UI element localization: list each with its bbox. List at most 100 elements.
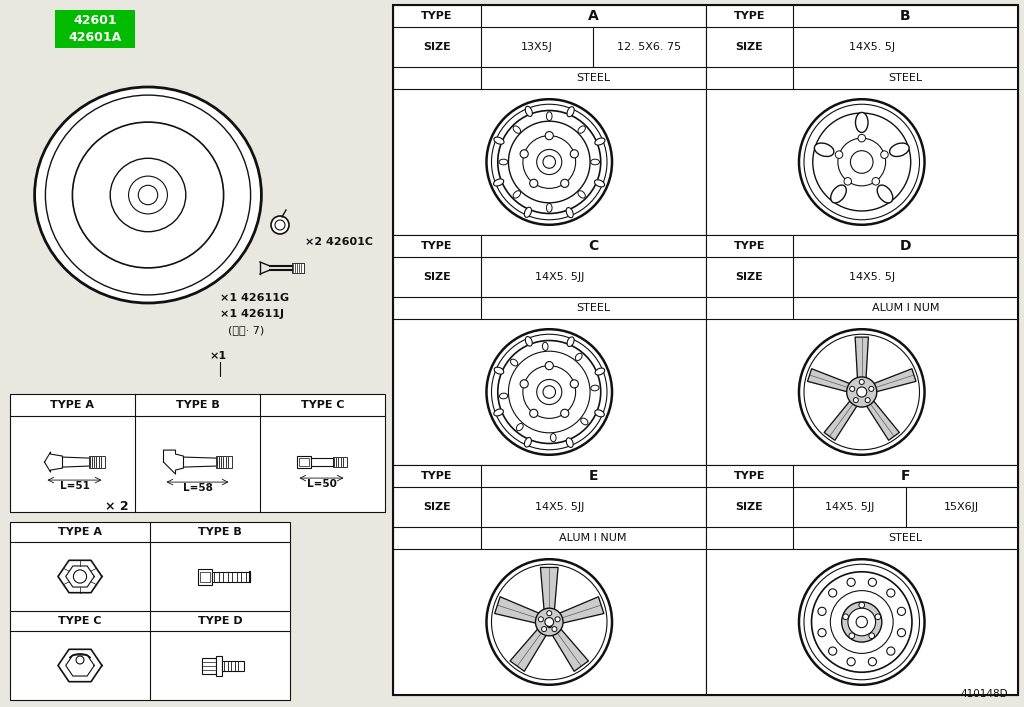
Text: ×1 42611J: ×1 42611J bbox=[220, 309, 284, 319]
Circle shape bbox=[865, 397, 870, 403]
Ellipse shape bbox=[878, 185, 893, 203]
Text: TYPE: TYPE bbox=[421, 241, 453, 251]
Ellipse shape bbox=[524, 207, 531, 217]
Circle shape bbox=[799, 329, 925, 455]
Text: L=50: L=50 bbox=[306, 479, 337, 489]
Circle shape bbox=[849, 633, 855, 638]
Text: SIZE: SIZE bbox=[423, 502, 451, 512]
Circle shape bbox=[74, 570, 87, 583]
Ellipse shape bbox=[578, 126, 586, 134]
Ellipse shape bbox=[111, 158, 185, 232]
Ellipse shape bbox=[578, 191, 586, 198]
Ellipse shape bbox=[129, 176, 168, 214]
Text: SIZE: SIZE bbox=[735, 502, 763, 512]
Polygon shape bbox=[164, 450, 183, 474]
Circle shape bbox=[520, 380, 528, 388]
Ellipse shape bbox=[525, 106, 532, 117]
Circle shape bbox=[856, 617, 867, 628]
Circle shape bbox=[851, 151, 873, 173]
Text: L=58: L=58 bbox=[182, 483, 212, 493]
Polygon shape bbox=[183, 457, 215, 467]
Circle shape bbox=[529, 409, 538, 417]
Text: TYPE: TYPE bbox=[733, 241, 765, 251]
Circle shape bbox=[857, 387, 866, 397]
Circle shape bbox=[536, 608, 563, 636]
Ellipse shape bbox=[511, 359, 518, 366]
Ellipse shape bbox=[513, 126, 520, 134]
Polygon shape bbox=[855, 337, 868, 378]
Text: B: B bbox=[900, 9, 910, 23]
Ellipse shape bbox=[890, 143, 909, 156]
Ellipse shape bbox=[524, 438, 531, 447]
Circle shape bbox=[897, 629, 905, 637]
Circle shape bbox=[869, 633, 874, 638]
Text: ALUM I NUM: ALUM I NUM bbox=[871, 303, 939, 313]
Circle shape bbox=[868, 578, 877, 586]
Text: C: C bbox=[588, 239, 598, 253]
Text: SIZE: SIZE bbox=[735, 272, 763, 282]
Ellipse shape bbox=[547, 112, 552, 121]
Text: TYPE: TYPE bbox=[733, 11, 765, 21]
Bar bbox=[88, 456, 104, 468]
Circle shape bbox=[271, 216, 289, 234]
Ellipse shape bbox=[513, 191, 520, 198]
Circle shape bbox=[828, 589, 837, 597]
Circle shape bbox=[858, 134, 865, 142]
Text: STEEL: STEEL bbox=[575, 303, 610, 313]
Text: 14X5. 5JJ: 14X5. 5JJ bbox=[535, 502, 584, 512]
Text: TYPE D: TYPE D bbox=[198, 616, 243, 626]
Text: TYPE C: TYPE C bbox=[301, 400, 344, 410]
Text: F: F bbox=[901, 469, 910, 483]
Text: SIZE: SIZE bbox=[423, 42, 451, 52]
Circle shape bbox=[537, 380, 562, 404]
Ellipse shape bbox=[566, 208, 573, 218]
Text: SIZE: SIZE bbox=[423, 272, 451, 282]
Bar bbox=[393, 235, 706, 465]
Ellipse shape bbox=[543, 342, 548, 351]
Circle shape bbox=[799, 559, 925, 685]
Text: × 2: × 2 bbox=[104, 501, 128, 513]
Ellipse shape bbox=[525, 337, 532, 346]
Text: 12. 5X6. 75: 12. 5X6. 75 bbox=[617, 42, 681, 52]
Circle shape bbox=[275, 220, 285, 230]
Circle shape bbox=[868, 658, 877, 666]
Circle shape bbox=[887, 647, 895, 655]
Text: 14X5. 5JJ: 14X5. 5JJ bbox=[535, 272, 584, 282]
Ellipse shape bbox=[494, 409, 504, 416]
Polygon shape bbox=[552, 629, 589, 672]
Bar bbox=[706, 5, 1018, 235]
Circle shape bbox=[818, 607, 826, 615]
Bar bbox=[297, 456, 310, 468]
Circle shape bbox=[545, 132, 553, 140]
Ellipse shape bbox=[595, 138, 605, 145]
Ellipse shape bbox=[567, 337, 574, 346]
Text: 13X5J: 13X5J bbox=[521, 42, 553, 52]
Ellipse shape bbox=[500, 393, 508, 399]
Circle shape bbox=[842, 602, 882, 642]
Ellipse shape bbox=[566, 438, 573, 448]
Ellipse shape bbox=[814, 143, 834, 156]
Circle shape bbox=[520, 150, 528, 158]
Circle shape bbox=[547, 611, 552, 616]
Circle shape bbox=[570, 150, 579, 158]
Circle shape bbox=[818, 629, 826, 637]
Circle shape bbox=[847, 658, 855, 666]
Circle shape bbox=[836, 151, 843, 158]
Circle shape bbox=[848, 608, 876, 636]
Text: TYPE: TYPE bbox=[421, 11, 453, 21]
Circle shape bbox=[897, 607, 905, 615]
Circle shape bbox=[887, 589, 895, 597]
Circle shape bbox=[799, 99, 925, 225]
Circle shape bbox=[872, 177, 880, 185]
Circle shape bbox=[543, 156, 556, 168]
Bar bbox=[393, 5, 1018, 695]
Circle shape bbox=[545, 618, 554, 626]
Ellipse shape bbox=[499, 159, 508, 165]
Text: 42601: 42601 bbox=[73, 14, 117, 27]
Circle shape bbox=[853, 397, 858, 403]
Circle shape bbox=[486, 99, 612, 225]
Bar bbox=[55, 10, 135, 48]
Ellipse shape bbox=[567, 107, 574, 117]
Circle shape bbox=[881, 151, 888, 158]
Circle shape bbox=[843, 614, 849, 619]
